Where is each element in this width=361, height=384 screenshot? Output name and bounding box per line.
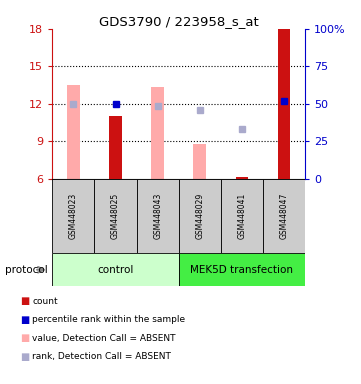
Text: GSM448047: GSM448047 bbox=[279, 193, 288, 239]
Bar bbox=[95, 179, 136, 253]
Text: GSM448023: GSM448023 bbox=[69, 193, 78, 239]
Bar bbox=[263, 179, 305, 253]
Text: percentile rank within the sample: percentile rank within the sample bbox=[32, 315, 186, 324]
Text: GSM448041: GSM448041 bbox=[238, 193, 246, 239]
Text: ■: ■ bbox=[20, 333, 29, 343]
Bar bbox=[109, 116, 122, 179]
Text: control: control bbox=[97, 265, 134, 275]
Text: ■: ■ bbox=[20, 296, 29, 306]
Bar bbox=[236, 177, 248, 179]
Text: protocol: protocol bbox=[5, 265, 48, 275]
Bar bbox=[193, 144, 206, 179]
Text: count: count bbox=[32, 297, 58, 306]
Text: GSM448029: GSM448029 bbox=[195, 193, 204, 239]
Bar bbox=[52, 179, 95, 253]
Bar bbox=[278, 29, 290, 179]
Title: GDS3790 / 223958_s_at: GDS3790 / 223958_s_at bbox=[99, 15, 258, 28]
Text: ■: ■ bbox=[20, 352, 29, 362]
Bar bbox=[179, 179, 221, 253]
Text: ■: ■ bbox=[20, 315, 29, 325]
Text: rank, Detection Call = ABSENT: rank, Detection Call = ABSENT bbox=[32, 352, 171, 361]
Text: value, Detection Call = ABSENT: value, Detection Call = ABSENT bbox=[32, 334, 176, 343]
Bar bbox=[136, 179, 179, 253]
Bar bbox=[151, 88, 164, 179]
Bar bbox=[221, 179, 263, 253]
Bar bbox=[52, 253, 179, 286]
Text: MEK5D transfection: MEK5D transfection bbox=[190, 265, 293, 275]
Bar bbox=[67, 85, 80, 179]
Text: GSM448043: GSM448043 bbox=[153, 193, 162, 239]
Bar bbox=[179, 253, 305, 286]
Text: GSM448025: GSM448025 bbox=[111, 193, 120, 239]
